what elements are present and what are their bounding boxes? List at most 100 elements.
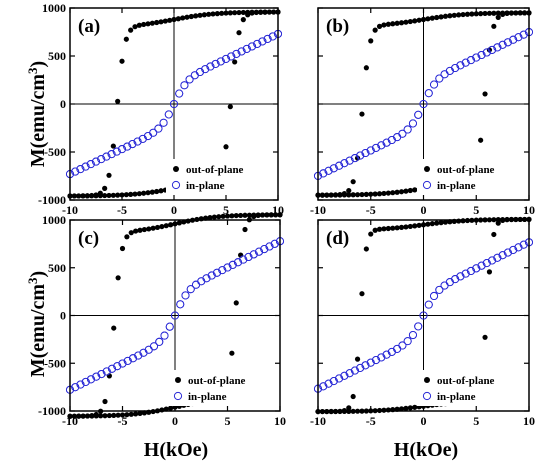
data-point-in-plane xyxy=(377,141,386,150)
y-tick-label: 0 xyxy=(60,97,66,111)
data-point-out-of-plane xyxy=(168,222,174,228)
data-point-in-plane xyxy=(176,300,185,309)
data-point-out-of-plane xyxy=(504,10,510,17)
legend-label-in-plane: in-plane xyxy=(437,180,476,192)
data-point-in-plane xyxy=(350,154,359,163)
data-point-in-plane xyxy=(419,311,428,320)
data-point-out-of-plane xyxy=(350,179,356,185)
y-tick-label: 0 xyxy=(60,309,66,323)
data-point-out-of-plane xyxy=(184,14,190,20)
legend-marker-in-plane xyxy=(422,391,432,401)
data-point-out-of-plane xyxy=(398,20,405,26)
data-point-out-of-plane xyxy=(223,10,229,16)
data-point-in-plane xyxy=(201,65,210,74)
data-point-out-of-plane xyxy=(251,213,257,220)
data-point-in-plane xyxy=(112,147,121,156)
data-point-out-of-plane xyxy=(240,9,246,16)
legend-box xyxy=(166,159,278,195)
data-point-in-plane xyxy=(81,162,90,171)
data-point-out-of-plane xyxy=(149,20,155,26)
data-point-in-plane xyxy=(185,75,194,84)
data-point-out-of-plane xyxy=(464,11,471,17)
y-axis-label-superscript: 3 xyxy=(25,67,40,74)
data-point-out-of-plane xyxy=(438,220,444,226)
x-tick-label: 5 xyxy=(473,203,479,217)
data-point-out-of-plane xyxy=(128,27,134,33)
data-point-out-of-plane xyxy=(268,212,274,218)
data-point-out-of-plane xyxy=(372,27,378,33)
data-point-out-of-plane xyxy=(363,191,369,197)
data-point-out-of-plane xyxy=(227,10,233,16)
data-point-in-plane xyxy=(514,33,523,42)
y-tick-label: 1000 xyxy=(42,1,66,15)
data-point-out-of-plane xyxy=(381,226,387,232)
data-point-out-of-plane xyxy=(227,104,233,110)
data-point-out-of-plane xyxy=(111,412,117,419)
data-point-in-plane xyxy=(191,280,201,289)
y-tick-label: 500 xyxy=(48,261,66,275)
panel-label: (b) xyxy=(326,16,349,37)
data-point-out-of-plane xyxy=(175,16,181,22)
data-point-out-of-plane xyxy=(482,10,488,17)
data-point-out-of-plane xyxy=(219,10,225,16)
data-point-out-of-plane xyxy=(89,413,95,419)
panel-a: -10 -5 0 5 10-1000-50005001000out-of-planein… xyxy=(38,1,284,217)
y-tick-label: -1000 xyxy=(38,193,66,207)
data-point-in-plane xyxy=(138,134,147,143)
plot-frame xyxy=(317,219,530,412)
data-point-in-plane xyxy=(237,47,246,56)
data-point-out-of-plane xyxy=(403,224,409,230)
data-point-out-of-plane xyxy=(363,65,369,71)
data-point-in-plane xyxy=(223,263,232,272)
legend-marker-out-of-plane xyxy=(424,166,430,172)
data-point-out-of-plane xyxy=(271,9,277,15)
data-point-in-plane xyxy=(197,277,206,286)
data-point-in-plane xyxy=(244,252,253,262)
data-point-out-of-plane xyxy=(262,9,268,15)
data-point-in-plane xyxy=(181,291,190,300)
data-point-in-plane xyxy=(329,377,338,386)
data-point-out-of-plane xyxy=(154,19,160,26)
data-point-in-plane xyxy=(435,285,444,294)
data-point-out-of-plane xyxy=(341,192,347,198)
data-point-in-plane xyxy=(519,240,528,249)
data-point-in-plane xyxy=(482,48,491,57)
data-point-out-of-plane xyxy=(163,223,169,229)
data-point-in-plane xyxy=(86,375,96,384)
data-point-in-plane xyxy=(361,148,370,158)
data-point-out-of-plane xyxy=(236,9,242,16)
data-point-in-plane xyxy=(97,369,106,379)
legend-label-out-of-plane: out-of-plane xyxy=(186,164,244,176)
data-point-out-of-plane xyxy=(154,188,160,195)
data-point-out-of-plane xyxy=(220,213,226,219)
data-point-in-plane xyxy=(118,359,127,368)
data-point-out-of-plane xyxy=(211,214,217,220)
data-point-out-of-plane xyxy=(429,221,435,227)
data-point-out-of-plane xyxy=(167,17,173,23)
legend-marker-in-plane xyxy=(171,180,181,190)
data-point-out-of-plane xyxy=(84,413,91,419)
x-tick-label: 10 xyxy=(274,414,286,428)
data-point-out-of-plane xyxy=(123,192,129,198)
data-point-out-of-plane xyxy=(328,192,334,198)
data-point-out-of-plane xyxy=(376,191,383,197)
data-point-in-plane xyxy=(493,43,502,52)
data-point-out-of-plane xyxy=(390,190,396,196)
data-point-in-plane xyxy=(403,125,412,134)
data-point-in-plane xyxy=(149,128,158,137)
data-point-in-plane xyxy=(345,156,354,165)
data-point-out-of-plane xyxy=(425,221,431,227)
legend-label-out-of-plane: out-of-plane xyxy=(437,375,495,387)
data-point-out-of-plane xyxy=(346,192,352,198)
data-point-in-plane xyxy=(102,152,111,161)
data-point-in-plane xyxy=(424,89,433,98)
data-point-out-of-plane xyxy=(158,188,164,194)
data-point-out-of-plane xyxy=(159,407,165,413)
data-point-out-of-plane xyxy=(214,11,220,17)
data-point-out-of-plane xyxy=(368,191,374,197)
data-point-out-of-plane xyxy=(385,225,391,232)
data-point-out-of-plane xyxy=(403,19,409,25)
data-point-out-of-plane xyxy=(359,111,365,117)
data-point-out-of-plane xyxy=(394,189,400,195)
